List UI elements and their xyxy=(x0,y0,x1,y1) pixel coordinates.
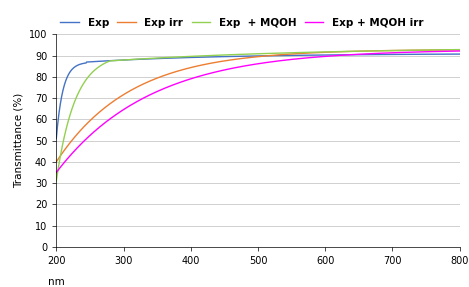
Exp  + MQOH xyxy=(274,51,280,55)
Exp xyxy=(121,58,127,62)
Exp irr xyxy=(457,48,462,51)
Y-axis label: Transmittance (%): Transmittance (%) xyxy=(13,93,23,188)
Exp  + MQOH xyxy=(121,58,127,62)
Exp + MQOH irr xyxy=(228,67,234,70)
Exp + MQOH irr xyxy=(121,107,127,111)
Exp  + MQOH xyxy=(189,55,195,58)
Exp + MQOH irr xyxy=(265,61,271,64)
Exp + MQOH irr xyxy=(189,77,195,80)
Exp irr xyxy=(189,65,195,69)
Exp irr xyxy=(228,58,234,62)
Exp + MQOH irr xyxy=(107,117,113,121)
Line: Exp irr: Exp irr xyxy=(56,50,460,162)
Exp  + MQOH xyxy=(53,179,59,183)
Exp xyxy=(53,137,59,140)
Exp xyxy=(457,52,462,56)
Line: Exp: Exp xyxy=(56,54,460,139)
Exp irr xyxy=(274,53,280,57)
Exp + MQOH irr xyxy=(457,49,462,53)
Exp xyxy=(265,54,271,57)
Line: Exp  + MQOH: Exp + MQOH xyxy=(56,50,460,181)
Exp + MQOH irr xyxy=(53,171,59,174)
Exp xyxy=(274,54,280,57)
Exp xyxy=(107,59,113,63)
Exp xyxy=(189,56,195,59)
Exp xyxy=(228,55,234,58)
Exp  + MQOH xyxy=(228,53,234,57)
Exp  + MQOH xyxy=(107,59,113,63)
Exp + MQOH irr xyxy=(274,59,280,63)
Exp irr xyxy=(53,160,59,164)
Line: Exp + MQOH irr: Exp + MQOH irr xyxy=(56,51,460,172)
Exp irr xyxy=(121,92,127,96)
Exp  + MQOH xyxy=(457,48,462,51)
Exp irr xyxy=(107,102,113,106)
Exp irr xyxy=(265,54,271,57)
Legend: Exp, Exp irr, Exp  + MQOH, Exp + MQOH irr: Exp, Exp irr, Exp + MQOH, Exp + MQOH irr xyxy=(56,14,427,32)
Text: nm: nm xyxy=(48,277,65,287)
Exp  + MQOH xyxy=(265,52,271,55)
